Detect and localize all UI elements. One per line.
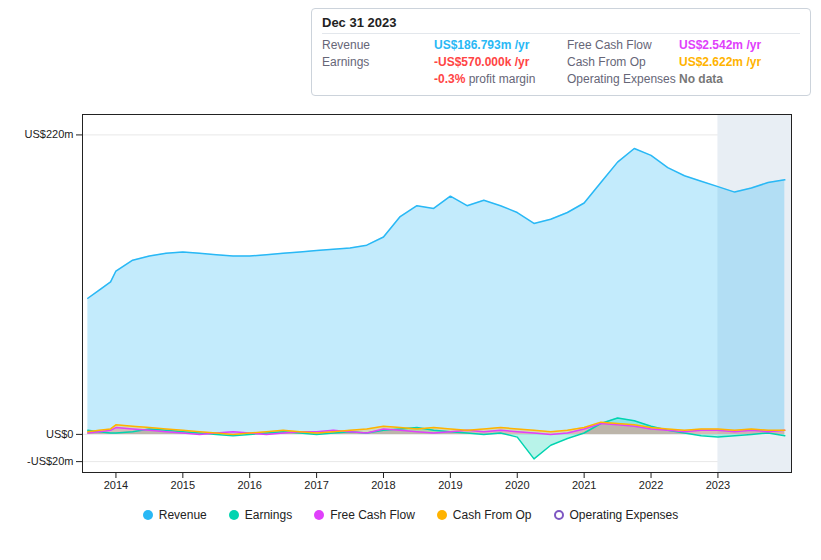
svg-text:2017: 2017 [304, 479, 328, 491]
svg-text:2019: 2019 [438, 479, 462, 491]
svg-text:2020: 2020 [505, 479, 529, 491]
html-text:Cash From Op: Cash From Op [452, 508, 532, 522]
html-text:US$2.542m /yr: US$2.542m /yr [679, 38, 762, 52]
html-text:Earnings: Earnings [244, 508, 293, 522]
svg-text:US$220m: US$220m [25, 128, 74, 140]
html-text:Operating Expenses: Operating Expenses [569, 508, 679, 522]
html-text:Operating Expenses No data: Operating Expenses No data [567, 72, 723, 86]
html-text:Free Cash Flow: Free Cash Flow [567, 38, 652, 52]
svg-text:2018: 2018 [371, 479, 395, 491]
html-text:US$2.622m /yr: US$2.622m /yr [679, 55, 762, 69]
svg-text:2016: 2016 [237, 479, 261, 491]
html-text:US$186.793m /yr: US$186.793m /yr [434, 38, 530, 52]
svg-text:2015: 2015 [171, 479, 195, 491]
html-text:Revenue: Revenue [322, 38, 370, 52]
html-text:-0.3% profit margin: -0.3% profit margin [434, 72, 536, 86]
html-text:-US$570.000k /yr: -US$570.000k /yr [434, 55, 530, 69]
svg-text:2014: 2014 [104, 479, 128, 491]
html-text:Free Cash Flow: Free Cash Flow [330, 508, 415, 522]
svg-text:-US$20m: -US$20m [27, 455, 73, 467]
svg-text:2021: 2021 [572, 479, 596, 491]
html-text:Cash From Op: Cash From Op [567, 55, 646, 69]
html-text:Revenue: Revenue [158, 508, 207, 522]
svg-text:2023: 2023 [706, 479, 730, 491]
svg-text:2022: 2022 [639, 479, 663, 491]
html-text:Dec 31 2023: Dec 31 2023 [322, 15, 397, 30]
html-text:Earnings: Earnings [322, 55, 370, 69]
svg-text:US$0: US$0 [46, 428, 74, 440]
